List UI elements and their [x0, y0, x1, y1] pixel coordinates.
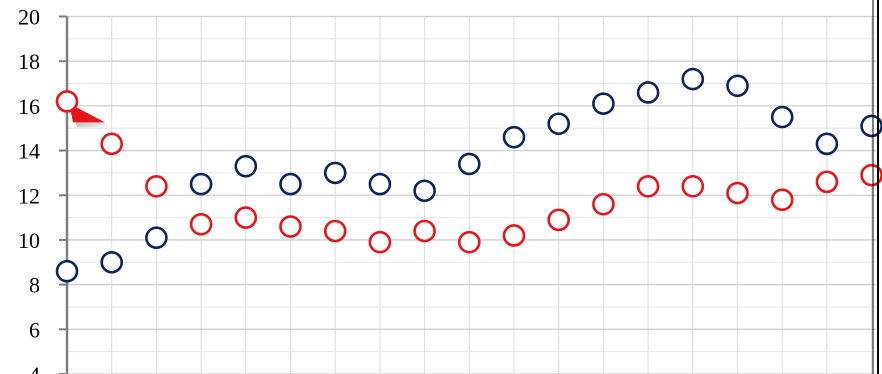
plot-border	[872, 0, 879, 374]
y-tick-label: 12	[18, 183, 40, 208]
data-point	[145, 226, 168, 250]
data-point	[100, 132, 123, 156]
data-point	[547, 112, 571, 136]
data-point	[55, 259, 79, 283]
data-point	[681, 175, 705, 198]
series-1	[55, 67, 882, 283]
data-point	[457, 230, 481, 254]
data-point	[636, 175, 660, 198]
grid-lines	[67, 15, 876, 374]
data-point	[726, 74, 749, 98]
data-point	[681, 67, 705, 91]
series-2	[55, 90, 882, 254]
data-point	[189, 212, 213, 236]
data-point	[815, 170, 839, 194]
y-tick-label: 18	[18, 49, 40, 74]
y-tick-label: 20	[18, 5, 40, 30]
y-tick-label: 16	[18, 94, 40, 119]
y-tick-label: 6	[29, 317, 40, 342]
data-point	[770, 105, 794, 129]
data-series	[55, 67, 882, 283]
y-tick-label: 14	[18, 139, 40, 164]
data-point	[592, 192, 615, 216]
data-point	[55, 90, 79, 113]
data-point	[368, 230, 392, 254]
data-point	[547, 208, 571, 232]
data-point	[368, 172, 392, 196]
data-point	[189, 172, 213, 196]
data-point	[279, 172, 302, 196]
data-point	[502, 224, 526, 247]
axes	[59, 15, 69, 374]
data-point	[636, 81, 660, 104]
y-tick-label: 8	[29, 273, 40, 298]
data-point	[234, 154, 258, 178]
data-point	[726, 181, 749, 205]
tick-labels: 4 6 8 10 12 14 16 18 20	[18, 5, 40, 374]
callout-pointer	[69, 103, 105, 123]
y-tick-label: 10	[18, 228, 40, 253]
data-point	[145, 175, 168, 198]
data-point	[323, 219, 347, 243]
marker-decoration	[69, 103, 113, 128]
data-point	[279, 215, 302, 238]
data-point	[502, 125, 526, 149]
data-point	[413, 179, 436, 203]
y-tick-label: 4	[29, 362, 40, 374]
data-point	[815, 132, 839, 156]
data-point	[413, 219, 436, 243]
data-point	[457, 152, 481, 176]
data-point	[234, 206, 258, 229]
data-point	[323, 161, 347, 185]
data-point	[592, 92, 615, 115]
data-point	[100, 250, 123, 274]
data-point	[770, 188, 794, 212]
